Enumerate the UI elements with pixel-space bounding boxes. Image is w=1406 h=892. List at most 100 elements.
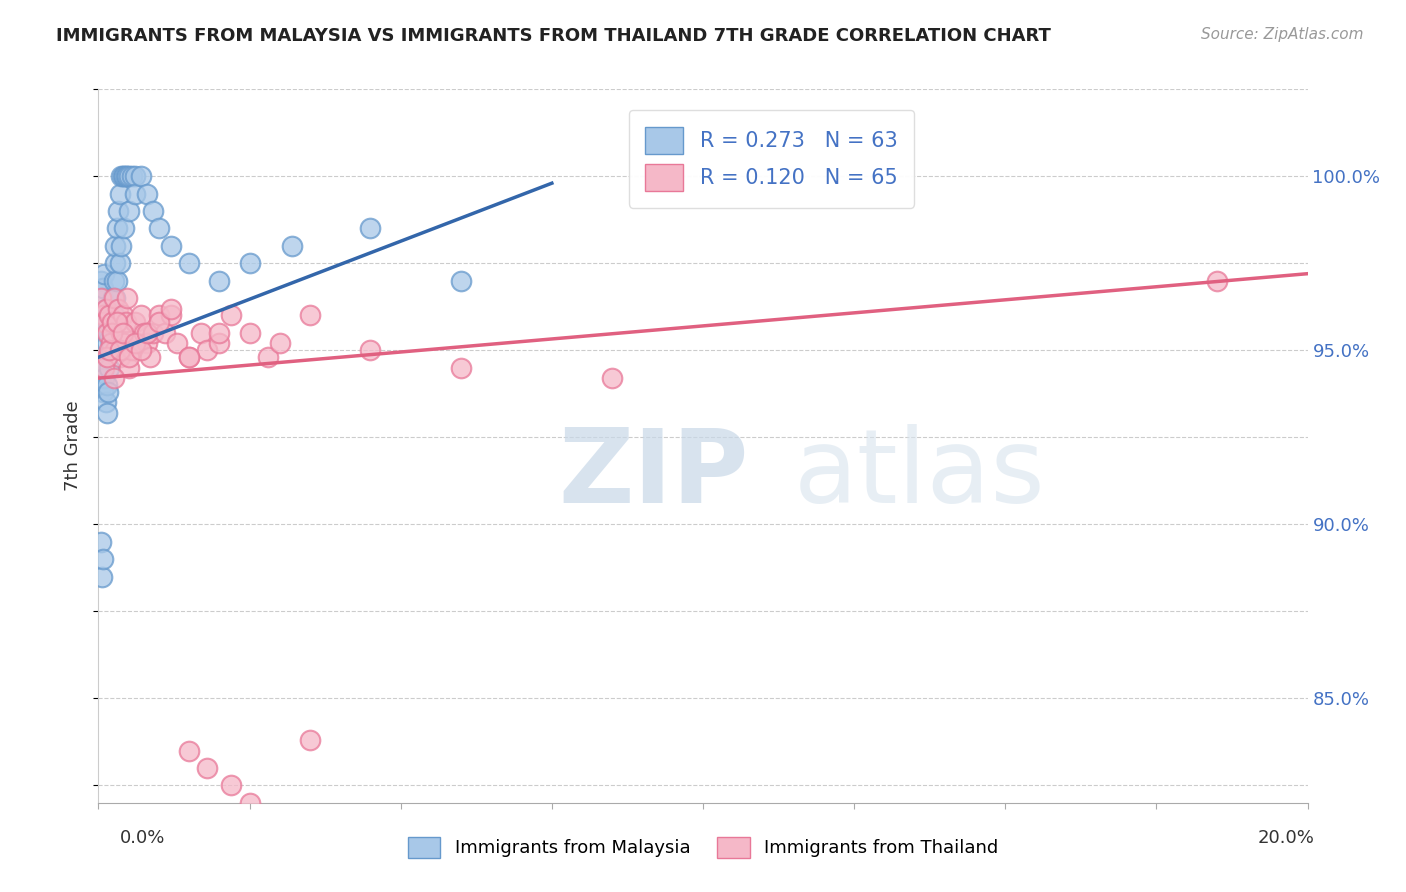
Point — [98, 360, 121, 375]
Legend: R = 0.273   N = 63, R = 0.120   N = 65: R = 0.273 N = 63, R = 0.120 N = 65 — [628, 111, 914, 208]
Text: ZIP: ZIP — [558, 424, 748, 525]
Point — [166, 336, 188, 351]
Point — [179, 256, 201, 270]
Point — [104, 239, 127, 253]
Point — [114, 169, 136, 184]
Point — [179, 350, 201, 364]
Text: 20.0%: 20.0% — [1258, 829, 1315, 847]
Point — [114, 315, 136, 329]
Point — [94, 315, 117, 329]
Point — [602, 371, 624, 385]
Point — [111, 169, 134, 184]
Point — [110, 169, 132, 184]
Point — [281, 239, 304, 253]
Point — [160, 301, 183, 316]
Point — [90, 534, 112, 549]
Point — [94, 301, 117, 316]
Point — [90, 291, 112, 305]
Point — [90, 360, 112, 375]
Point — [93, 267, 115, 281]
Point — [1206, 274, 1229, 288]
Point — [107, 204, 129, 219]
Point — [97, 385, 120, 400]
Point — [135, 326, 157, 340]
Point — [269, 336, 291, 351]
Point — [105, 315, 128, 329]
Point — [117, 169, 139, 184]
Point — [98, 309, 121, 323]
Point — [96, 326, 118, 340]
Point — [103, 274, 125, 288]
Point — [100, 315, 122, 329]
Text: IMMIGRANTS FROM MALAYSIA VS IMMIGRANTS FROM THAILAND 7TH GRADE CORRELATION CHART: IMMIGRANTS FROM MALAYSIA VS IMMIGRANTS F… — [56, 27, 1052, 45]
Point — [93, 371, 115, 385]
Point — [160, 309, 183, 323]
Point — [118, 350, 141, 364]
Point — [96, 378, 118, 392]
Point — [108, 256, 131, 270]
Point — [118, 360, 141, 375]
Point — [118, 204, 141, 219]
Point — [239, 326, 262, 340]
Point — [179, 350, 201, 364]
Point — [190, 326, 212, 340]
Point — [91, 309, 114, 323]
Point — [96, 309, 118, 323]
Point — [91, 280, 114, 294]
Point — [93, 315, 115, 329]
Point — [299, 309, 322, 323]
Point — [208, 274, 231, 288]
Point — [450, 274, 472, 288]
Point — [97, 315, 120, 329]
Point — [153, 326, 176, 340]
Point — [132, 326, 155, 340]
Point — [111, 326, 134, 340]
Point — [107, 301, 129, 316]
Point — [91, 552, 114, 566]
Point — [96, 336, 118, 351]
Point — [93, 309, 115, 323]
Point — [124, 186, 146, 201]
Point — [124, 315, 146, 329]
Point — [105, 221, 128, 235]
Point — [208, 326, 231, 340]
Point — [100, 326, 122, 340]
Point — [124, 336, 146, 351]
Point — [91, 378, 114, 392]
Point — [108, 186, 131, 201]
Point — [111, 309, 134, 323]
Point — [195, 761, 218, 775]
Point — [139, 350, 162, 364]
Y-axis label: 7th Grade: 7th Grade — [65, 401, 83, 491]
Point — [129, 309, 152, 323]
Point — [98, 343, 121, 358]
Point — [239, 796, 262, 810]
Text: 0.0%: 0.0% — [120, 829, 165, 847]
Point — [100, 343, 122, 358]
Point — [160, 239, 183, 253]
Point — [100, 336, 122, 351]
Point — [100, 326, 122, 340]
Point — [110, 326, 132, 340]
Point — [135, 186, 157, 201]
Point — [90, 274, 112, 288]
Point — [108, 343, 131, 358]
Point — [91, 385, 114, 400]
Point — [96, 406, 118, 420]
Point — [129, 169, 152, 184]
Point — [127, 336, 149, 351]
Point — [208, 336, 231, 351]
Point — [103, 291, 125, 305]
Point — [117, 291, 139, 305]
Point — [121, 343, 143, 358]
Point — [91, 569, 114, 583]
Point — [96, 326, 118, 340]
Point — [221, 778, 243, 792]
Point — [239, 256, 262, 270]
Point — [118, 169, 141, 184]
Point — [148, 309, 170, 323]
Point — [108, 350, 131, 364]
Point — [129, 343, 152, 358]
Point — [112, 336, 135, 351]
Point — [360, 343, 382, 358]
